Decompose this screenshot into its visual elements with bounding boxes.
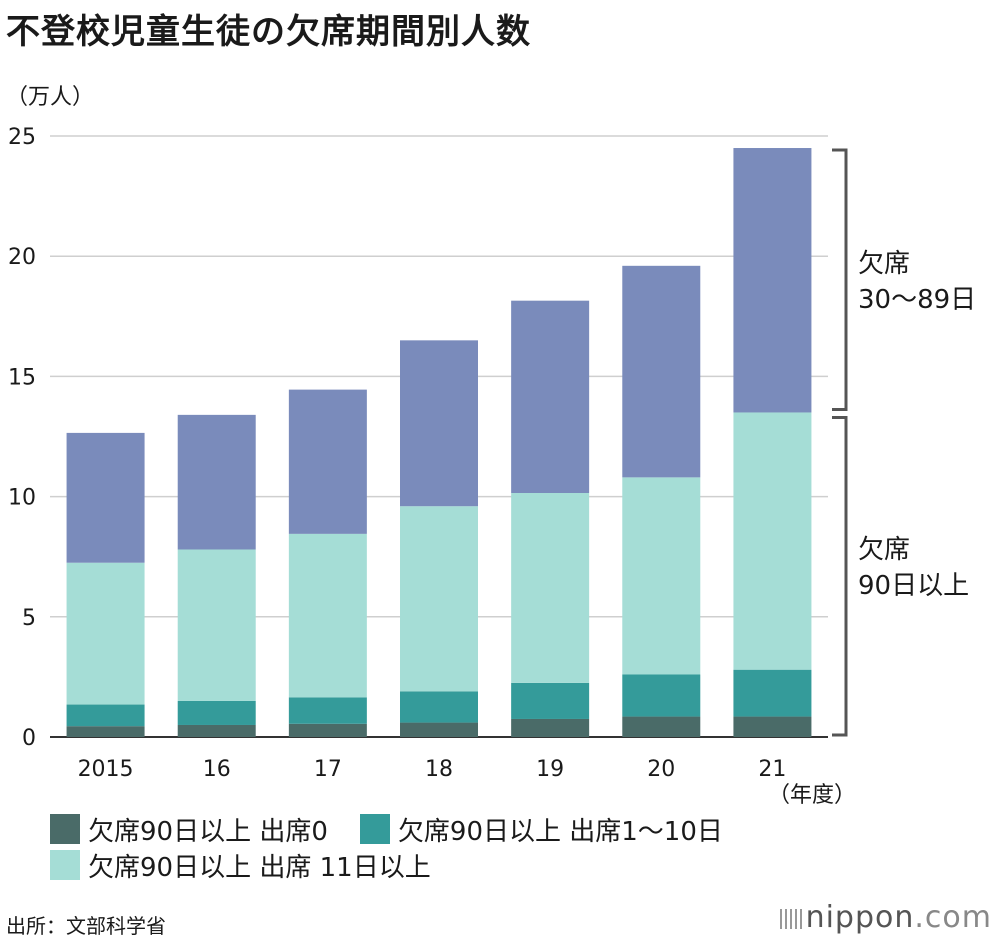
x-tick-label: 19 (536, 757, 564, 782)
bracket-upper-line2: 30〜89日 (858, 285, 976, 315)
legend-item-absent90-attend0: 欠席90日以上 出席0 (50, 811, 328, 848)
brackets: 欠席 30〜89日 欠席 90日以上 (832, 148, 976, 737)
bar-segment (400, 722, 478, 737)
x-tick-label: 2015 (78, 757, 134, 782)
bar-segment (177, 549, 256, 701)
bar-segment (400, 506, 478, 692)
bar-segment (400, 691, 478, 723)
bar-segment (177, 724, 256, 737)
bracket-lower (832, 415, 848, 737)
x-tick-label: 20 (647, 757, 675, 782)
chart-title: 不登校児童生徒の欠席期間別人数 (6, 12, 531, 52)
bar-segment (66, 562, 145, 705)
legend-label: 欠席90日以上 出席1〜10日 (397, 816, 723, 847)
legend-item-absent90-attend1-10: 欠席90日以上 出席1〜10日 (359, 811, 723, 848)
legend-item-absent90-attend11plus: 欠席90日以上 出席 11日以上 (50, 847, 431, 884)
bar-segment (177, 700, 256, 725)
x-tick-label: 18 (425, 757, 453, 782)
source-note: 出所：文部科学省 (6, 914, 166, 938)
x-tick-label: 21 (758, 757, 786, 782)
bar-segment (622, 477, 701, 675)
y-unit-label: （万人） (6, 85, 94, 110)
bar-segment (733, 148, 812, 413)
bar-segment (733, 716, 812, 737)
legend-row: 欠席90日以上 出席0 欠席90日以上 出席1〜10日 (50, 811, 950, 848)
y-tick-label: 0 (22, 726, 36, 751)
bar-segment (66, 726, 145, 737)
y-tick-label: 20 (8, 245, 36, 270)
bracket-lower-line1: 欠席 (858, 535, 910, 565)
bar-segment (733, 669, 812, 717)
bar-segment (400, 340, 478, 507)
legend-swatch (50, 814, 80, 844)
legend-label: 欠席90日以上 出席 11日以上 (88, 852, 431, 883)
x-tick-label: 17 (314, 757, 342, 782)
bar-segment (66, 432, 145, 563)
legend-swatch (359, 814, 390, 844)
bracket-upper (832, 148, 848, 411)
bar-segment (288, 697, 367, 724)
bar-segment (511, 492, 590, 683)
bar-segment (622, 674, 701, 717)
year-suffix-label: （年度） (768, 783, 856, 808)
legend-label: 欠席90日以上 出席0 (88, 816, 328, 847)
bar-segment (511, 682, 590, 719)
bracket-lower-line2: 90日以上 (858, 571, 969, 601)
bar-segment (66, 704, 145, 727)
legend: 欠席90日以上 出席0 欠席90日以上 出席1〜10日 欠席90日以上 出席 1… (50, 812, 950, 884)
brand-bars-icon (779, 908, 802, 929)
bar-segment (733, 412, 812, 670)
bar-segment (288, 533, 367, 698)
bar-segment (511, 718, 590, 737)
bar-segment (288, 389, 367, 534)
x-tick-label: 16 (203, 757, 231, 782)
bar-segment (511, 300, 590, 493)
legend-row: 欠席90日以上 出席 11日以上 (50, 847, 950, 884)
brand-tld: .com (914, 900, 992, 935)
bar-segment (288, 723, 367, 737)
bar-segment (622, 265, 701, 478)
brand-logo[interactable]: nippon.com (779, 900, 992, 935)
bar-segment (622, 716, 701, 737)
bracket-upper-line1: 欠席 (858, 249, 910, 279)
bar-segment (177, 414, 256, 550)
brand-name: nippon (805, 900, 915, 935)
legend-swatch (50, 850, 80, 880)
bars (66, 148, 812, 737)
y-tick-label: 5 (22, 606, 36, 631)
axis-labels: 0 5 10 15 20 25 2015 16 17 18 19 20 21 (8, 125, 786, 782)
y-tick-label: 15 (8, 365, 36, 390)
y-tick-label: 10 (8, 486, 36, 511)
y-tick-label: 25 (8, 125, 36, 150)
